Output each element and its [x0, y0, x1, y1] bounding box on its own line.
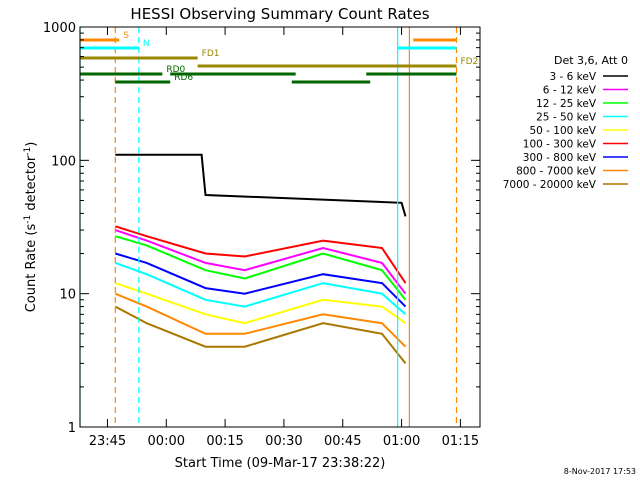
y-axis-label-sup1: -1 — [23, 215, 33, 224]
vertical-markers-layer — [79, 27, 458, 427]
annotation-label-1: N — [143, 39, 150, 49]
series-line-7 — [114, 292, 407, 348]
y-axis-label-mid: detector — [24, 155, 39, 215]
legend-label-4: 50 - 100 keV — [529, 125, 596, 137]
legend-label-2: 12 - 25 keV — [536, 98, 597, 110]
annotation-label-0: S — [123, 31, 129, 41]
legend-label-8: 7000 - 20000 keV — [503, 179, 597, 191]
y-axis-label-pre: Count Rate (s — [24, 224, 39, 313]
series-line-8 — [114, 305, 407, 365]
x-tick-label-0: 23:45 — [89, 434, 126, 449]
legend-label-1: 6 - 12 keV — [543, 85, 597, 97]
y-axis-label-sup2: -1 — [23, 147, 33, 156]
annotation-label-5: RD6 — [174, 73, 193, 83]
y-tick-label-3: 1000 — [43, 21, 76, 36]
x-tick-label-4: 00:45 — [324, 434, 361, 449]
y-axis: 1 10 100 1000 — [43, 21, 480, 436]
series-line-3 — [114, 261, 407, 316]
x-tick-label-2: 00:15 — [206, 434, 243, 449]
x-tick-label-3: 00:30 — [265, 434, 302, 449]
y-axis-label-post: ) — [24, 142, 39, 147]
legend-label-3: 25 - 50 keV — [536, 112, 597, 124]
series-line-2 — [115, 235, 407, 301]
x-tick-label-1: 00:00 — [148, 434, 185, 449]
y-tick-label-1: 10 — [59, 288, 76, 303]
y-tick-label-0: 1 — [68, 421, 76, 436]
series-line-0 — [115, 153, 407, 217]
annotation-label-2: FD1 — [202, 49, 220, 59]
legend-label-6: 300 - 800 keV — [523, 152, 597, 164]
x-tick-label-6: 01:15 — [442, 434, 479, 449]
legend-label-7: 800 - 7000 keV — [516, 166, 597, 178]
y-axis-label: Count Rate (s-1 detector-1) — [23, 142, 39, 313]
series-line-5 — [114, 225, 407, 284]
annotation-label-3: FD2 — [460, 57, 478, 67]
footer-date: 8-Nov-2017 17:53 — [564, 467, 636, 476]
chart-title: HESSI Observing Summary Count Rates — [130, 5, 429, 23]
legend-header: Det 3,6, Att 0 — [554, 54, 628, 67]
x-axis-label: Start Time (09-Mar-17 23:38:22) — [175, 456, 386, 471]
y-tick-label-2: 100 — [51, 154, 76, 169]
plot-frame — [79, 26, 481, 428]
series-line-6 — [115, 252, 407, 308]
series-layer — [114, 153, 407, 365]
x-axis: 23:45 00:00 00:15 00:30 00:45 01:00 01:15 — [89, 27, 479, 449]
annotation-label-4: RD0 — [166, 65, 185, 75]
series-line-4 — [114, 282, 407, 325]
series-line-1 — [114, 229, 407, 295]
x-tick-label-5: 01:00 — [383, 434, 420, 449]
legend-label-5: 100 - 300 keV — [523, 139, 597, 151]
legend-label-0: 3 - 6 keV — [549, 71, 596, 83]
